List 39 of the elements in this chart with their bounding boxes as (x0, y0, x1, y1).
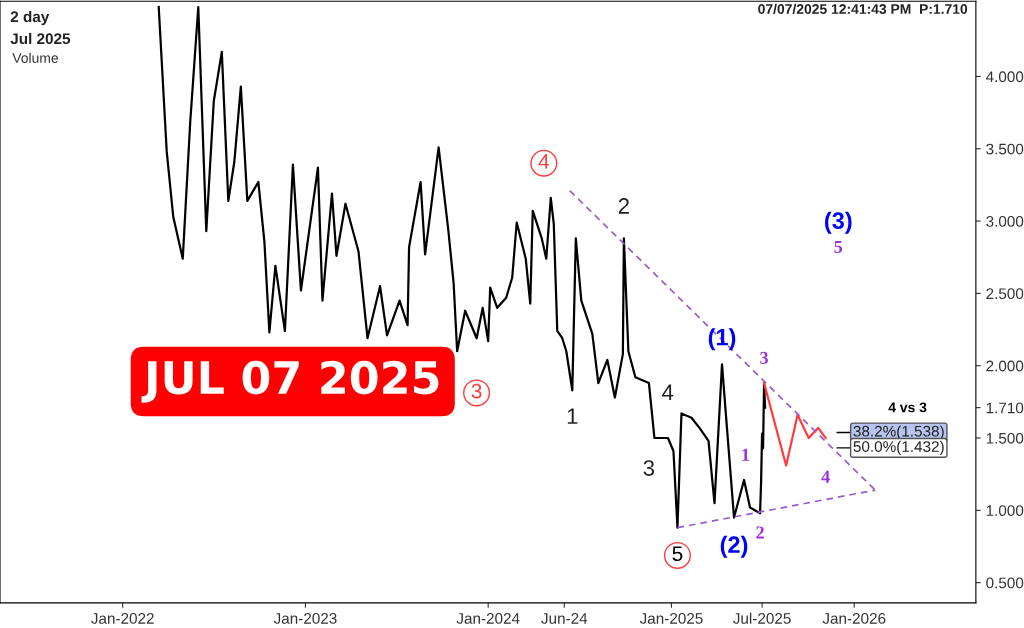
annotation: (3) (825, 211, 852, 234)
annotation: Volume (12, 52, 58, 63)
text: 2 day (10, 10, 50, 26)
annotation: 4 (821, 470, 830, 483)
y-tick-label: 1.000 (986, 505, 1024, 517)
x-tick-label: Jun-24 (541, 613, 588, 624)
ref-line-label: 50.0%(1.432) (853, 440, 944, 455)
y-tick-label: 1.500 (986, 432, 1024, 444)
x-tick-label: Jan-2026 (822, 613, 886, 624)
annotation: JUL 07 2025 (141, 360, 439, 403)
y-tick-label: 4.000 (985, 71, 1024, 83)
y-tick-label: 3.000 (986, 215, 1024, 227)
x-tick-label: Jan-2023 (273, 613, 337, 624)
ref-line-label: 38.2%(1.538) (853, 425, 944, 440)
annotation: 5 (672, 546, 683, 562)
annotation: 3 (471, 383, 482, 399)
y-tick-label: 3.500 (986, 143, 1024, 155)
x-tick-label: Jan-2025 (639, 613, 703, 624)
annotation: (1) (708, 328, 736, 351)
y-tick-label: 2.000 (986, 360, 1024, 372)
y-tick-label: 2.500 (986, 288, 1024, 300)
x-tick-label: Jan-2024 (456, 613, 520, 624)
annotation: 4 (662, 384, 674, 400)
x-tick-label: Jul-2025 (733, 612, 791, 624)
annotation: 3 (760, 351, 768, 364)
x-tick-label: Jan-2022 (91, 613, 154, 624)
annotation: 5 (834, 241, 843, 254)
y-tick-label: 0.500 (986, 577, 1024, 589)
annotation: 4 vs 3 (888, 402, 927, 413)
annotation: 1 (567, 408, 578, 424)
annotation: 07/07/2025 12:41:43 PM P:1.710 (758, 3, 968, 15)
text: Jul 2025 (10, 32, 71, 45)
annotation: 4 (538, 154, 550, 169)
y-tick-label: 1.710 (986, 402, 1024, 414)
annotation: 2 (618, 198, 629, 214)
annotation: 2 (756, 526, 764, 539)
annotation: (2) (720, 535, 748, 558)
annotation: 3 (643, 460, 655, 476)
annotation: 1 (742, 448, 750, 461)
